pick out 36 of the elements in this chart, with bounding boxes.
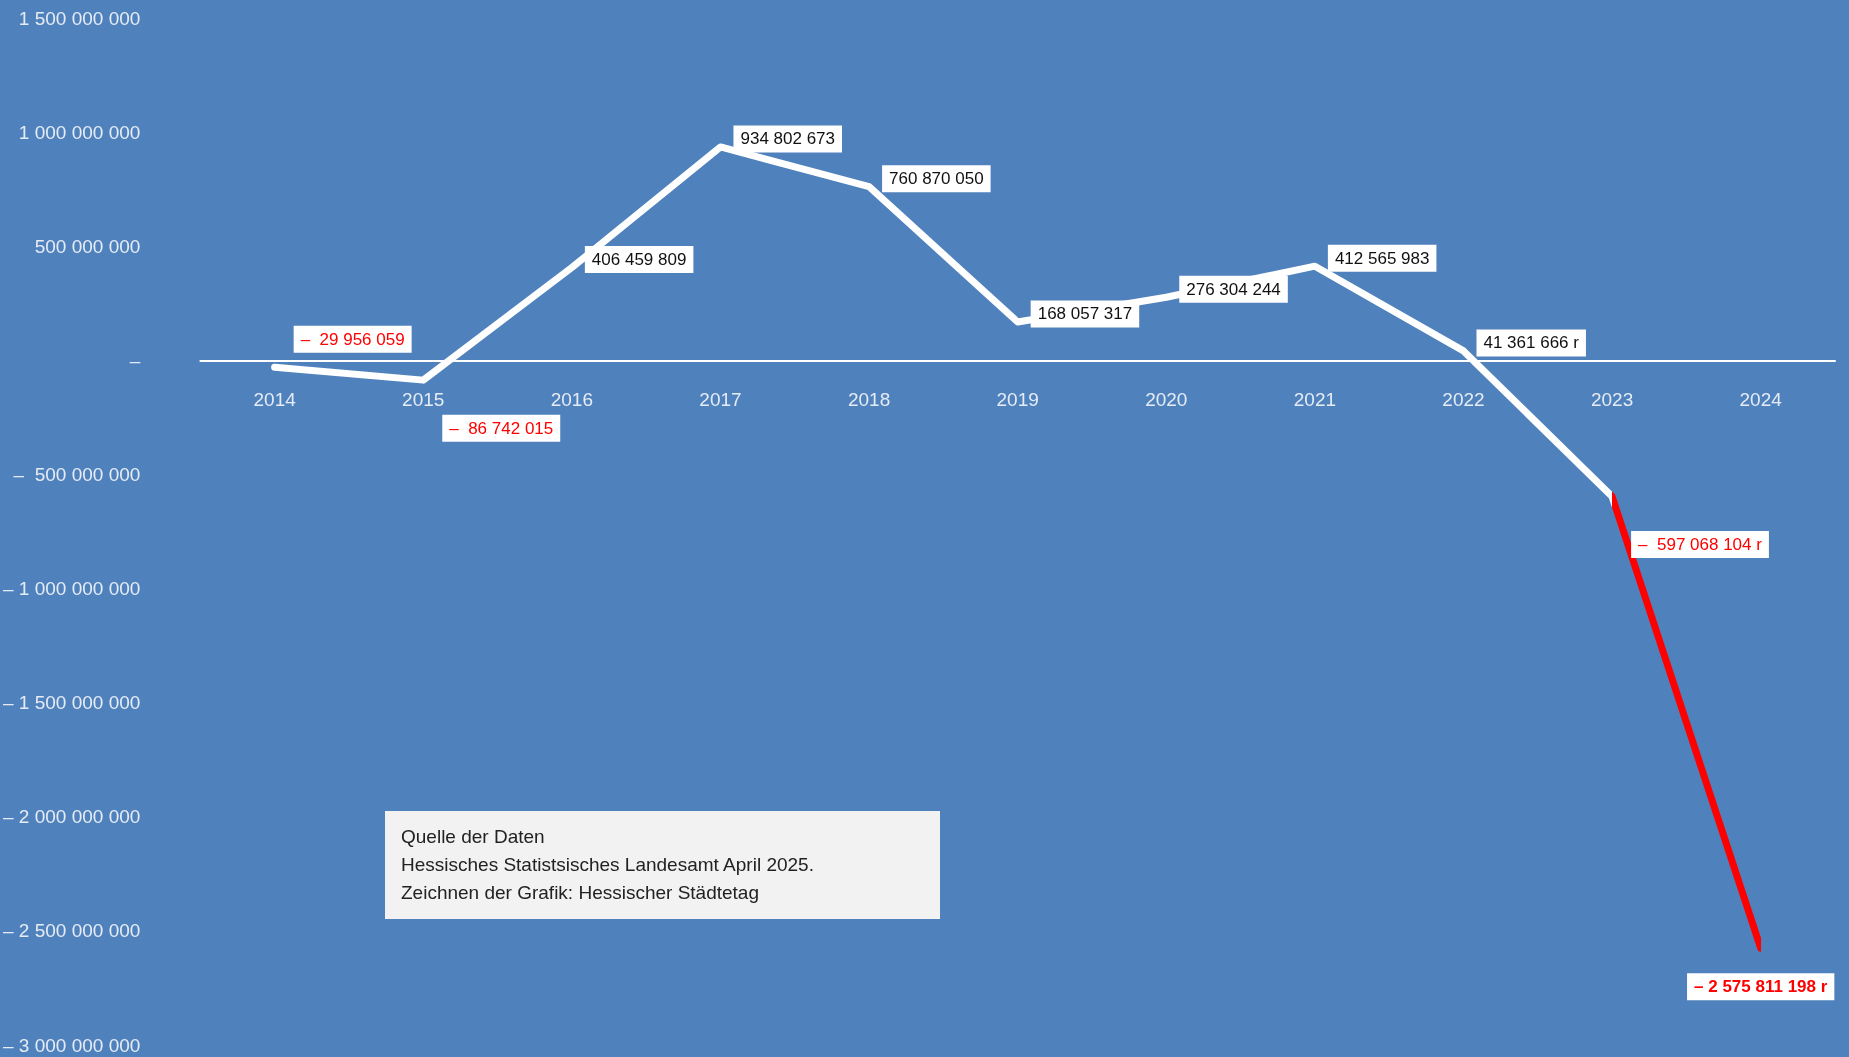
data-label: – 86 742 015 <box>449 418 554 438</box>
x-tick-label: 2014 <box>253 389 297 411</box>
y-tick-label: – <box>129 349 141 371</box>
data-label: 406 459 809 <box>591 250 687 270</box>
x-tick-label: 2018 <box>847 389 891 411</box>
y-tick-label: 1 500 000 000 <box>18 7 141 29</box>
annotation: Zeichnen der Grafik: Hessischer Städtetag <box>401 881 760 905</box>
x-tick-label: 2024 <box>1739 389 1783 411</box>
y-tick-label: 500 000 000 <box>34 235 141 257</box>
x-tick-label: 2021 <box>1293 389 1337 411</box>
source-note: Quelle der Daten Hessisches Statistsisches Landesamt April 2025. Zeichnen der Grafik: Hessischer Städtetag <box>385 811 940 919</box>
data-label: – 597 068 104 r <box>1638 535 1763 555</box>
y-tick-label: – 3 000 000 000 <box>2 1034 141 1056</box>
x-tick-label: 2015 <box>402 389 445 411</box>
y-tick-label: 1 000 000 000 <box>18 121 141 143</box>
data-label: – 2 575 811 198 r <box>1694 977 1828 997</box>
x-tick-label: 2019 <box>996 389 1039 411</box>
y-tick-label: – 2 500 000 000 <box>2 920 141 942</box>
y-tick-label: – 1 000 000 000 <box>2 578 141 600</box>
x-tick-label: 2023 <box>1590 389 1634 411</box>
annotation: Quelle der Daten <box>401 825 546 849</box>
x-tick-label: 2020 <box>1145 389 1188 411</box>
y-tick-label: – 2 000 000 000 <box>2 806 141 828</box>
y-tick-label: – 500 000 000 <box>13 463 141 485</box>
x-tick-label: 2017 <box>699 389 742 411</box>
annotation: Hessisches Statistsisches Landesamt April 2025. <box>401 853 815 877</box>
y-tick-label: – 1 500 000 000 <box>2 692 141 714</box>
data-label: 276 304 244 <box>1186 279 1281 299</box>
data-label: – 29 956 059 <box>300 329 405 349</box>
data-label: 168 057 317 <box>1037 304 1133 324</box>
x-tick-label: 2022 <box>1442 389 1485 411</box>
data-label: 934 802 673 <box>740 129 836 149</box>
data-label: 41 361 666 r <box>1483 333 1580 353</box>
x-tick-label: 2016 <box>550 389 593 411</box>
data-label: 412 565 983 <box>1334 248 1430 268</box>
data-label: 760 870 050 <box>889 169 984 189</box>
